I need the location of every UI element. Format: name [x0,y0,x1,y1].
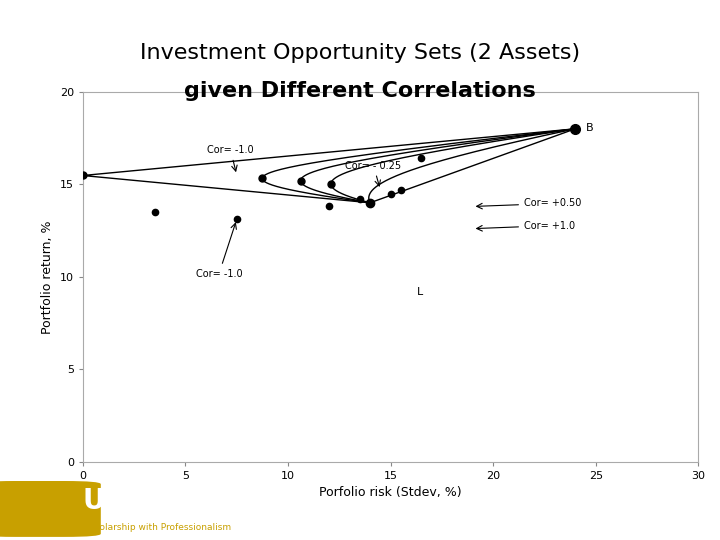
Text: Cor= - 0.25: Cor= - 0.25 [346,160,402,186]
Text: UPSA: UPSA [83,488,167,516]
Text: L: L [418,287,423,296]
Text: B: B [585,123,593,133]
Text: Cor= +0.50: Cor= +0.50 [477,199,581,209]
X-axis label: Porfolio risk (Stdev, %): Porfolio risk (Stdev, %) [319,487,462,500]
Text: Investment Opportunity Sets (2 Assets): Investment Opportunity Sets (2 Assets) [140,43,580,63]
Text: Cor= +1.0: Cor= +1.0 [477,221,575,231]
FancyBboxPatch shape [0,481,101,537]
Text: Scholarship with Professionalism: Scholarship with Professionalism [83,523,231,532]
Text: given Different Correlations: given Different Correlations [184,81,536,101]
Y-axis label: Portfolio return, %: Portfolio return, % [41,220,54,334]
Text: Cor= -1.0: Cor= -1.0 [196,223,243,279]
Text: Cor= -1.0: Cor= -1.0 [207,145,254,171]
